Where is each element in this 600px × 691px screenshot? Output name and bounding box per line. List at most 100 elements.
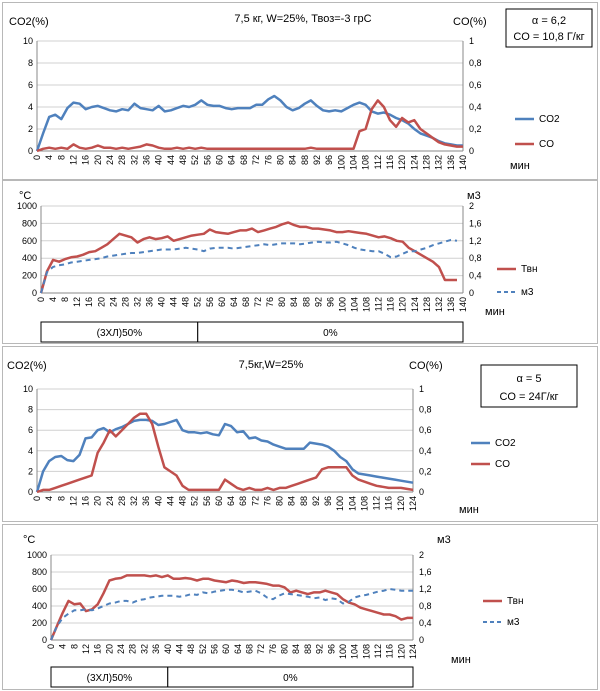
chart-1: 0 02 0,24 0,46 0,68 0,810 10 4 8 12 16 20 24 28 32 36 40… — [9, 8, 593, 172]
x-tick-label: 72 — [256, 644, 266, 654]
legend-1-co2-label: CO2 — [539, 114, 560, 125]
series-line-tvn — [39, 221, 457, 294]
chart-panel-1: 0 0 2 0,2 4 0,4 6 0,6 8 0,8 10 1 0 4 8 12 16 20 24 28 32 36 40… — [2, 2, 598, 180]
x-tick-label: 112 — [373, 155, 383, 169]
x-tick-label: 88 — [300, 155, 310, 165]
info-box-1-alpha: α = 6,2 — [532, 15, 566, 27]
x-tick-label: 100 — [336, 155, 346, 170]
y-tick-label-left: 10 — [23, 36, 33, 46]
y-tick-label-right: 0,8 — [419, 405, 432, 415]
x-tick-label: 60 — [215, 155, 225, 165]
x-tick-label: 4 — [48, 297, 58, 302]
x-tick-label: 116 — [385, 644, 395, 658]
x-tick-label: 116 — [384, 496, 394, 510]
segment-label: (3ХЛ)50% — [87, 673, 133, 684]
series-line-co — [36, 99, 463, 153]
x-tick-label: 28 — [120, 297, 130, 307]
x-tick-label: 76 — [263, 155, 273, 165]
y-tick-label-right: 0 — [419, 487, 424, 497]
x-tick-label: 136 — [446, 155, 456, 170]
x-tick-label: 88 — [301, 297, 311, 307]
x-tick-label: 12 — [68, 496, 78, 506]
y-tick-label-right: 1,6 — [469, 218, 482, 228]
y-tick-label-right: 0,4 — [469, 102, 482, 112]
x-tick-label: 20 — [96, 297, 106, 307]
y-tick-label-right: 0 — [419, 635, 424, 645]
y-tick-label-left: 0 — [28, 487, 33, 497]
x-tick-label: 96 — [324, 155, 334, 165]
x-tick-label: 44 — [166, 155, 176, 165]
legend-1-co-label: CO — [539, 139, 554, 150]
x-tick-label: 108 — [361, 644, 371, 659]
legend-4-tvn-label: Твн — [507, 596, 524, 607]
x-tick-label: 0 — [46, 644, 56, 649]
x-tick-label: 100 — [338, 644, 348, 659]
x-tick-label: 128 — [421, 155, 431, 170]
x-tick-label: 24 — [108, 297, 118, 307]
x-tick-label: 52 — [190, 155, 200, 165]
y-tick-label-right: 0,8 — [469, 253, 482, 263]
x-tick-label: 4 — [44, 155, 54, 160]
y-tick-label-left: 600 — [22, 236, 37, 246]
x-tick-label: 24 — [116, 644, 126, 654]
x-tick-label: 68 — [245, 644, 255, 654]
y-tick-label-left: 400 — [22, 253, 37, 263]
x-tick-label: 40 — [154, 155, 164, 165]
x-tick-label: 108 — [361, 155, 371, 170]
x-tick-label: 8 — [56, 155, 66, 160]
x-tick-label: 28 — [128, 644, 138, 654]
x-tick-label: 52 — [190, 496, 200, 506]
x-tick-label: 132 — [434, 297, 444, 312]
y-tick-label-right: 1 — [419, 384, 424, 394]
y-tick-label-right: 0,4 — [419, 446, 432, 456]
chart-1-xlabel: мин — [510, 160, 530, 172]
y-tick-label-right: 0,6 — [469, 80, 482, 90]
y-tick-label-right: 0 — [469, 288, 474, 298]
y-tick-label-left: 800 — [32, 567, 47, 577]
chart-2-ylabel-left: °C — [19, 190, 31, 202]
x-tick-label: 56 — [205, 297, 215, 307]
y-tick-label-left: 1000 — [17, 201, 37, 211]
x-tick-label: 36 — [145, 297, 155, 307]
x-tick-label: 108 — [362, 297, 372, 312]
x-tick-label: 84 — [289, 297, 299, 307]
y-tick-label-right: 0,6 — [419, 425, 432, 435]
y-tick-label-right: 1,2 — [419, 584, 432, 594]
y-tick-label-left: 200 — [22, 271, 37, 281]
y-tick-label-left: 1000 — [27, 550, 47, 560]
chart-2-xlabel: мин — [485, 306, 505, 318]
x-tick-label: 112 — [373, 644, 383, 658]
x-tick-label: 132 — [434, 155, 444, 170]
y-tick-label-left: 8 — [28, 58, 33, 68]
chart-1-ylabel-left: CO2(%) — [9, 16, 49, 28]
x-tick-label: 48 — [178, 155, 188, 165]
y-tick-label-left: 6 — [28, 80, 33, 90]
x-tick-label: 24 — [105, 496, 115, 506]
chart-4-ylabel-right: м3 — [437, 534, 451, 546]
x-tick-label: 28 — [117, 496, 127, 506]
x-tick-label: 16 — [81, 155, 91, 165]
x-tick-label: 4 — [44, 496, 54, 501]
x-tick-label: 20 — [93, 155, 103, 165]
x-tick-label: 12 — [72, 297, 82, 307]
x-tick-label: 12 — [81, 644, 91, 654]
x-tick-label: 112 — [372, 496, 382, 510]
y-tick-label-right: 0,2 — [469, 124, 482, 134]
chart-panel-2: 0 0 200 0,4 400 0,8 600 1,2 800 1,6 1000 2 0 4 8 12 16 20… — [2, 180, 598, 344]
chart-1-ylabel-right: CO(%) — [453, 16, 487, 28]
x-tick-label: 104 — [349, 297, 359, 312]
info-box-1-co: CO = 10,8 Г/кг — [513, 31, 584, 43]
series-line-tvn — [49, 574, 413, 641]
x-tick-label: 32 — [129, 496, 139, 506]
x-tick-label: 64 — [229, 297, 239, 307]
chart-3: 0 02 0,24 0,46 0,68 0,810 10 4 8 12 16 20 24 28 32 36 40… — [7, 359, 578, 516]
y-tick-label-left: 0 — [28, 146, 33, 156]
x-tick-label: 124 — [408, 496, 418, 511]
x-tick-label: 72 — [250, 496, 260, 506]
x-tick-label: 76 — [262, 496, 272, 506]
x-tick-label: 68 — [241, 297, 251, 307]
x-tick-label: 44 — [165, 496, 175, 506]
x-tick-label: 120 — [398, 297, 408, 312]
